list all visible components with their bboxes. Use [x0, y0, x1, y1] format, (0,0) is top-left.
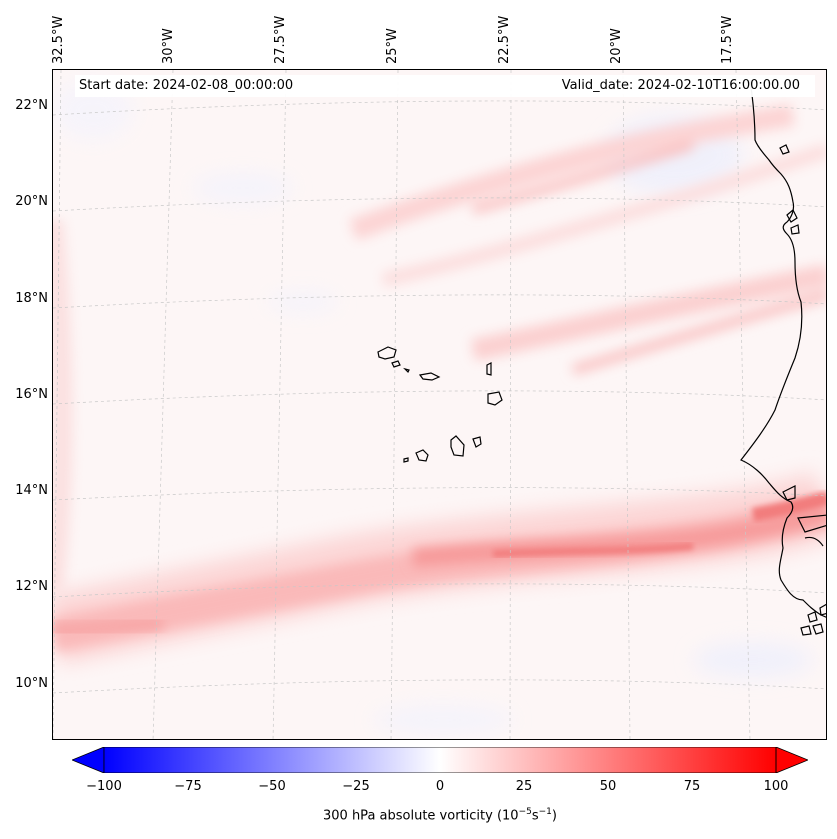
colorbar [72, 747, 808, 773]
map-canvas [53, 70, 826, 739]
colorbar-tick-25: 25 [515, 779, 533, 794]
lat-label-22n: 22°N [15, 98, 48, 113]
african-coastline [740, 79, 826, 636]
valid-date-label: Valid_date: 2024-02-10T16:00:00.00 [561, 78, 800, 93]
lat-label-10n: 10°N [15, 676, 48, 691]
colorbar-tick-minus-100: −100 [86, 779, 122, 794]
lon-label-20w: 20°W [609, 28, 624, 64]
lon-label-32-5w: 32.5°W [51, 15, 66, 64]
map-header-box [75, 75, 815, 97]
colorbar-tick-minus-50: −50 [258, 779, 286, 794]
lat-label-12n: 12°N [15, 579, 48, 594]
graticule [53, 70, 826, 739]
colorbar-tick-100: 100 [763, 779, 789, 794]
vorticity-map[interactable]: Start date: 2024-02-08_00:00:00 Valid_da… [52, 69, 827, 740]
upper-vorticity-streaks [53, 104, 826, 592]
lon-label-17-5w: 17.5°W [720, 15, 735, 64]
lon-label-25w: 25°W [385, 28, 400, 64]
colorbar-max-extend [775, 747, 808, 773]
lat-label-14n: 14°N [15, 483, 48, 498]
colorbar-tick-50: 50 [599, 779, 617, 794]
colorbar-tick-75: 75 [683, 779, 701, 794]
colorbar-tick-0: 0 [435, 779, 445, 794]
lat-label-16n: 16°N [15, 387, 48, 402]
lat-label-18n: 18°N [15, 291, 48, 306]
colorbar-min-extend [72, 747, 105, 773]
start-date-label: Start date: 2024-02-08_00:00:00 [79, 78, 294, 93]
cape-verde-islands [377, 346, 503, 463]
lat-label-20n: 20°N [15, 194, 48, 209]
colorbar-label: 300 hPa absolute vorticity (10−5s−1) [323, 807, 557, 824]
colorbar-gradient [104, 747, 776, 773]
lon-label-27-5w: 27.5°W [273, 15, 288, 64]
vorticity-jet-band [53, 470, 826, 665]
colorbar-tick-minus-25: −25 [342, 779, 370, 794]
lon-label-30w: 30°W [161, 28, 176, 64]
lon-label-22-5w: 22.5°W [497, 15, 512, 64]
colorbar-tick-minus-75: −75 [174, 779, 202, 794]
